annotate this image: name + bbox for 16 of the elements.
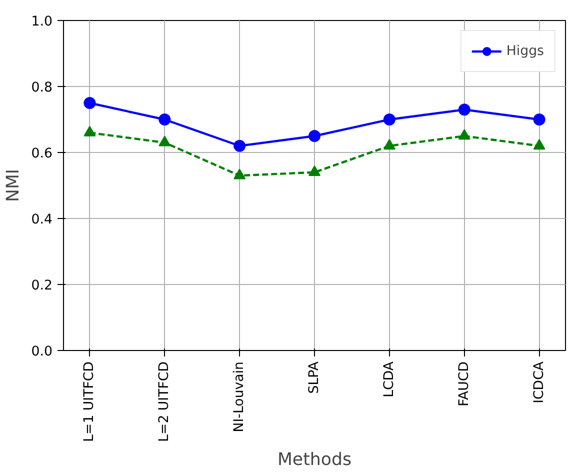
x-tick-label: LCDA (382, 361, 397, 398)
legend-label: Higgs (506, 44, 544, 58)
x-tick-label: FAUCD (456, 361, 472, 406)
y-tick-label: 0.0 (31, 344, 53, 360)
y-tick-label: 0.2 (31, 278, 53, 294)
x-axis-title: Methods (277, 450, 352, 470)
x-tick-label: NI-Louvain (232, 361, 248, 432)
x-tick-label: SLPA (307, 361, 322, 394)
y-tick-label: 1.0 (31, 14, 53, 30)
x-tick-label: L=1 UITFCD (82, 361, 98, 442)
y-axis-title: NMI (3, 168, 24, 202)
x-tick-label: L=2 UITFCD (157, 361, 172, 442)
y-tick-label: 0.4 (31, 212, 53, 228)
x-tick-label: ICDCA (532, 361, 547, 404)
y-tick-label: 0.8 (31, 80, 53, 96)
y-tick-label: 0.6 (31, 146, 53, 162)
